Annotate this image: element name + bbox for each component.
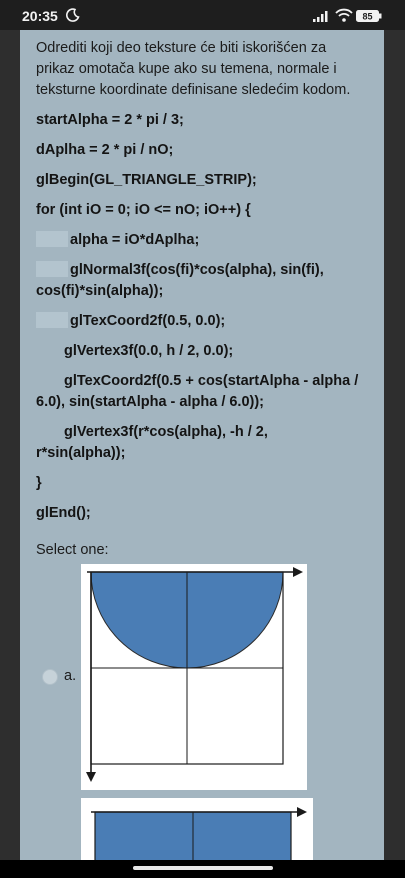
signal-icon [313,11,328,22]
code-line: dAplha = 2 * pi / nO; [36,142,174,158]
code-line: r*sin(alpha)); [36,445,126,461]
code-line: glVertex3f(r*cos(alpha), -h / 2, [64,424,268,440]
option-a-label[interactable]: a. [64,668,77,684]
code-line-indented: glNormal3f(cos(fi)*cos(alpha), sin(fi), [36,260,366,281]
option-b-figure[interactable] [81,798,313,860]
axis-t-arrow [86,772,96,782]
indent-placeholder [36,261,68,277]
select-one-label: Select one: [36,542,109,558]
question-text: Odrediti koji deo teksture će biti iskor… [36,38,366,524]
indent-placeholder [36,231,68,247]
code-line-indented: alpha = iO*dAplha; [36,230,366,251]
code-line: for (int iO = 0; iO <= nO; iO++) { [36,202,251,218]
code-line: 6.0), sin(startAlpha - alpha / 6.0)); [36,394,265,410]
indent-placeholder [36,312,68,328]
code-line-indented: glTexCoord2f(0.5, 0.0); [36,311,366,332]
code-line: glBegin(GL_TRIANGLE_STRIP); [36,172,257,188]
home-gesture-handle[interactable] [133,866,273,870]
question-prompt: Odrediti koji deo teksture će biti iskor… [36,40,351,98]
battery-icon: 85 [356,10,382,22]
svg-text:85: 85 [362,12,372,22]
code-line: glTexCoord2f(0.5, 0.0); [70,313,226,329]
code-line: alpha = iO*dAplha; [70,232,200,248]
wifi-icon [335,8,353,22]
code-block: startAlpha = 2 * pi / 3; dAplha = 2 * pi… [36,110,366,524]
moon-icon [66,8,80,22]
axis-s-arrow [297,807,307,817]
code-line: cos(fi)*sin(alpha)); [36,283,164,299]
status-time: 20:35 [22,8,58,24]
status-bar: 20:35 85 [0,0,405,30]
code-line: startAlpha = 2 * pi / 3; [36,112,184,128]
code-line: glVertex3f(0.0, h / 2, 0.0); [64,343,234,359]
code-line: glTexCoord2f(0.5 + cos(startAlpha - alph… [64,373,359,389]
code-line: glNormal3f(cos(fi)*cos(alpha), sin(fi), [70,262,324,278]
axis-s-arrow [293,567,303,577]
code-line: } [36,475,42,491]
code-line: glEnd(); [36,505,91,521]
question-card: Odrediti koji deo teksture će biti iskor… [20,30,384,860]
option-a-figure[interactable] [81,564,307,790]
option-a-radio[interactable] [42,669,58,685]
